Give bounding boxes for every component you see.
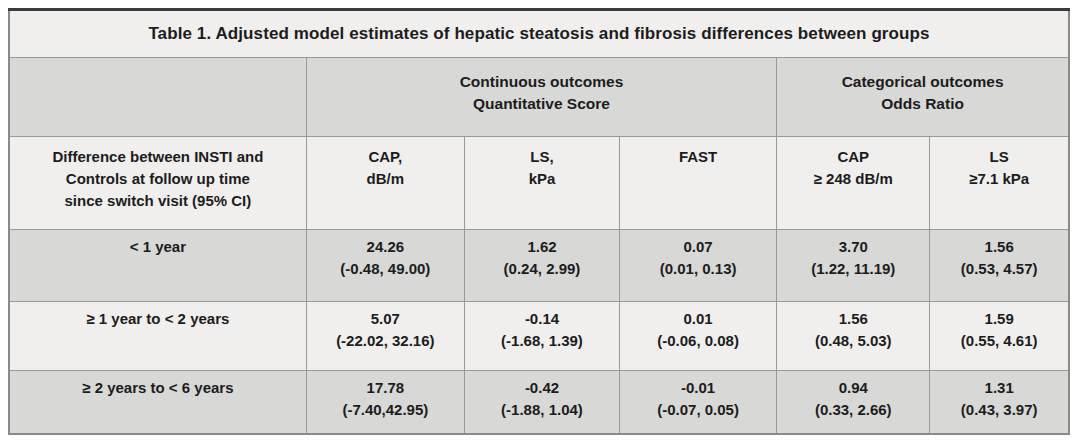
estimate-cell: 5.07 (-22.02, 32.16) xyxy=(306,302,464,371)
column-header-ls-threshold: LS ≥7.1 kPa xyxy=(930,137,1069,230)
confidence-interval: (-0.48, 49.00) xyxy=(307,258,464,280)
table-row: < 1 year 24.26 (-0.48, 49.00) 1.62 (0.24… xyxy=(9,230,1069,302)
estimate-value: 5.07 xyxy=(307,308,464,330)
confidence-interval: (0.48, 5.03) xyxy=(777,330,929,352)
column-header-cap-line2: dB/m xyxy=(307,168,464,190)
estimate-cell: 1.31 (0.43, 3.97) xyxy=(930,371,1069,434)
page: Table 1. Adjusted model estimates of hep… xyxy=(0,0,1080,440)
stub-header: Difference between INSTI and Controls at… xyxy=(9,137,306,230)
column-header-cap: CAP, dB/m xyxy=(306,137,464,230)
confidence-interval: (1.22, 11.19) xyxy=(777,258,929,280)
estimate-value: -0.01 xyxy=(620,377,776,399)
estimate-value: 1.59 xyxy=(930,308,1068,330)
column-header-ls-line2: kPa xyxy=(465,168,619,190)
confidence-interval: (-1.68, 1.39) xyxy=(465,330,619,352)
estimate-cell: 1.56 (0.48, 5.03) xyxy=(777,302,930,371)
results-table-container: Table 1. Adjusted model estimates of hep… xyxy=(8,8,1070,435)
group-header-categorical-line2: Odds Ratio xyxy=(777,93,1068,115)
estimate-value: 1.62 xyxy=(465,236,619,258)
results-table: Table 1. Adjusted model estimates of hep… xyxy=(8,8,1070,435)
estimate-cell: -0.14 (-1.68, 1.39) xyxy=(464,302,619,371)
estimate-value: 3.70 xyxy=(777,236,929,258)
estimate-value: 24.26 xyxy=(307,236,464,258)
estimate-value: 1.31 xyxy=(930,377,1068,399)
estimate-value: 0.07 xyxy=(620,236,776,258)
table-row: ≥ 2 years to < 6 years 17.78 (-7.40,42.9… xyxy=(9,371,1069,434)
confidence-interval: (-7.40,42.95) xyxy=(307,399,464,421)
estimate-value: 1.56 xyxy=(930,236,1068,258)
stub-header-line1: Difference between INSTI and xyxy=(10,146,306,168)
confidence-interval: (0.33, 2.66) xyxy=(777,399,929,421)
column-header-fast: FAST xyxy=(620,137,777,230)
confidence-interval: (-0.06, 0.08) xyxy=(620,330,776,352)
table-row: ≥ 1 year to < 2 years 5.07 (-22.02, 32.1… xyxy=(9,302,1069,371)
estimate-cell: 24.26 (-0.48, 49.00) xyxy=(306,230,464,302)
estimate-cell: 17.78 (-7.40,42.95) xyxy=(306,371,464,434)
estimate-cell: 0.07 (0.01, 0.13) xyxy=(620,230,777,302)
column-header-cap-threshold-line2: ≥ 248 dB/m xyxy=(777,168,929,190)
estimate-cell: 1.56 (0.53, 4.57) xyxy=(930,230,1069,302)
column-header-ls-threshold-line1: LS xyxy=(930,146,1068,168)
group-header-continuous-line1: Continuous outcomes xyxy=(307,71,776,93)
confidence-interval: (0.53, 4.57) xyxy=(930,258,1068,280)
estimate-cell: 0.94 (0.33, 2.66) xyxy=(777,371,930,434)
column-header-cap-line1: CAP, xyxy=(307,146,464,168)
confidence-interval: (0.55, 4.61) xyxy=(930,330,1068,352)
stub-header-line3: since switch visit (95% CI) xyxy=(10,190,306,212)
estimate-cell: 0.01 (-0.06, 0.08) xyxy=(620,302,777,371)
estimate-cell: 1.59 (0.55, 4.61) xyxy=(930,302,1069,371)
column-header-ls-threshold-line2: ≥7.1 kPa xyxy=(930,168,1068,190)
group-header-continuous-line2: Quantitative Score xyxy=(307,93,776,115)
column-header-ls: LS, kPa xyxy=(464,137,619,230)
group-header-empty-cell xyxy=(9,58,306,137)
group-header-continuous: Continuous outcomes Quantitative Score xyxy=(306,58,776,137)
confidence-interval: (0.24, 2.99) xyxy=(465,258,619,280)
estimate-value: -0.42 xyxy=(465,377,619,399)
confidence-interval: (-22.02, 32.16) xyxy=(307,330,464,352)
confidence-interval: (0.43, 3.97) xyxy=(930,399,1068,421)
estimate-cell: 3.70 (1.22, 11.19) xyxy=(777,230,930,302)
column-header-row: Difference between INSTI and Controls at… xyxy=(9,137,1069,230)
estimate-value: 17.78 xyxy=(307,377,464,399)
confidence-interval: (0.01, 0.13) xyxy=(620,258,776,280)
group-header-row: Continuous outcomes Quantitative Score C… xyxy=(9,58,1069,137)
row-label: < 1 year xyxy=(9,230,306,302)
row-label: ≥ 2 years to < 6 years xyxy=(9,371,306,434)
estimate-value: 0.94 xyxy=(777,377,929,399)
column-header-ls-line1: LS, xyxy=(465,146,619,168)
estimate-cell: -0.42 (-1.88, 1.04) xyxy=(464,371,619,434)
estimate-value: -0.14 xyxy=(465,308,619,330)
row-label: ≥ 1 year to < 2 years xyxy=(9,302,306,371)
table-title-row: Table 1. Adjusted model estimates of hep… xyxy=(9,10,1069,58)
group-header-categorical-line1: Categorical outcomes xyxy=(777,71,1068,93)
estimate-value: 0.01 xyxy=(620,308,776,330)
table-title: Table 1. Adjusted model estimates of hep… xyxy=(9,10,1069,58)
column-header-cap-threshold: CAP ≥ 248 dB/m xyxy=(777,137,930,230)
confidence-interval: (-1.88, 1.04) xyxy=(465,399,619,421)
confidence-interval: (-0.07, 0.05) xyxy=(620,399,776,421)
column-header-cap-threshold-line1: CAP xyxy=(777,146,929,168)
estimate-cell: -0.01 (-0.07, 0.05) xyxy=(620,371,777,434)
estimate-value: 1.56 xyxy=(777,308,929,330)
stub-header-line2: Controls at follow up time xyxy=(10,168,306,190)
estimate-cell: 1.62 (0.24, 2.99) xyxy=(464,230,619,302)
column-header-fast-line1: FAST xyxy=(620,146,776,168)
group-header-categorical: Categorical outcomes Odds Ratio xyxy=(777,58,1069,137)
